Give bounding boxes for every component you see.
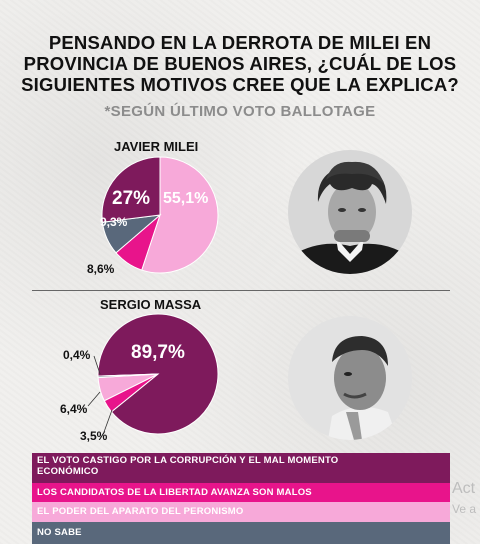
milei-photo bbox=[288, 150, 412, 274]
milei-pct-corrupcion: 27% bbox=[112, 188, 151, 209]
side-text-1: Act bbox=[452, 480, 476, 497]
side-text-2: Ve a bbox=[452, 502, 477, 516]
milei-pct-aparato: 55,1% bbox=[163, 190, 209, 207]
section-divider bbox=[32, 290, 450, 291]
page-title: PENSANDO EN LA DERROTA DE MILEI EN PROVI… bbox=[20, 32, 460, 95]
milei-portrait-icon bbox=[288, 150, 412, 274]
title-line-2: PROVINCIA DE BUENOS AIRES, ¿CUÁL DE LOS bbox=[23, 53, 457, 74]
massa-pct-nosabe: 0,4% bbox=[63, 348, 91, 362]
legend-nosabe-label: NO SABE bbox=[37, 527, 82, 538]
massa-photo bbox=[288, 316, 412, 440]
massa-pct-aparato: 6,4% bbox=[60, 402, 88, 416]
legend-nosabe: NO SABE bbox=[32, 522, 450, 544]
milei-pct-nosabe: 9,3% bbox=[100, 215, 128, 229]
milei-slice-3 bbox=[101, 156, 161, 223]
milei-pct-candidatos: 8,6% bbox=[87, 262, 115, 276]
massa-leader-candidatos bbox=[103, 409, 113, 433]
massa-pct-candidatos: 3,5% bbox=[80, 429, 108, 443]
legend-corrupcion: EL VOTO CASTIGO POR LA CORRUPCIÓN Y EL M… bbox=[32, 453, 450, 483]
massa-chart-title: SERGIO MASSA bbox=[100, 297, 202, 312]
legend-candidatos: LOS CANDIDATOS DE LA LIBERTAD AVANZA SON… bbox=[32, 483, 450, 502]
legend-aparato: EL PODER DEL APARATO DEL PERONISMO bbox=[32, 502, 450, 522]
legend-corrupcion-line-1: EL VOTO CASTIGO POR LA CORRUPCIÓN Y EL M… bbox=[37, 455, 339, 466]
massa-portrait-icon bbox=[288, 316, 412, 440]
massa-leader-nosabe bbox=[93, 355, 101, 375]
title-line-3: SIGUIENTES MOTIVOS CREE QUE LA EXPLICA? bbox=[21, 74, 459, 95]
title-line-1: PENSANDO EN LA DERROTA DE MILEI EN bbox=[48, 32, 432, 53]
massa-leader-aparato bbox=[87, 391, 101, 407]
milei-slice-0 bbox=[141, 156, 219, 274]
legend-candidatos-label: LOS CANDIDATOS DE LA LIBERTAD AVANZA SON… bbox=[37, 487, 312, 498]
milei-chart-title: JAVIER MILEI bbox=[114, 139, 199, 154]
subtitle: *SEGÚN ÚLTIMO VOTO BALLOTAGE bbox=[104, 103, 376, 120]
massa-slice-3 bbox=[97, 373, 159, 379]
legend-corrupcion-line-2: ECONÓMICO bbox=[37, 466, 99, 477]
massa-pct-corrupcion: 89,7% bbox=[131, 342, 185, 363]
legend-aparato-label: EL PODER DEL APARATO DEL PERONISMO bbox=[37, 506, 244, 517]
